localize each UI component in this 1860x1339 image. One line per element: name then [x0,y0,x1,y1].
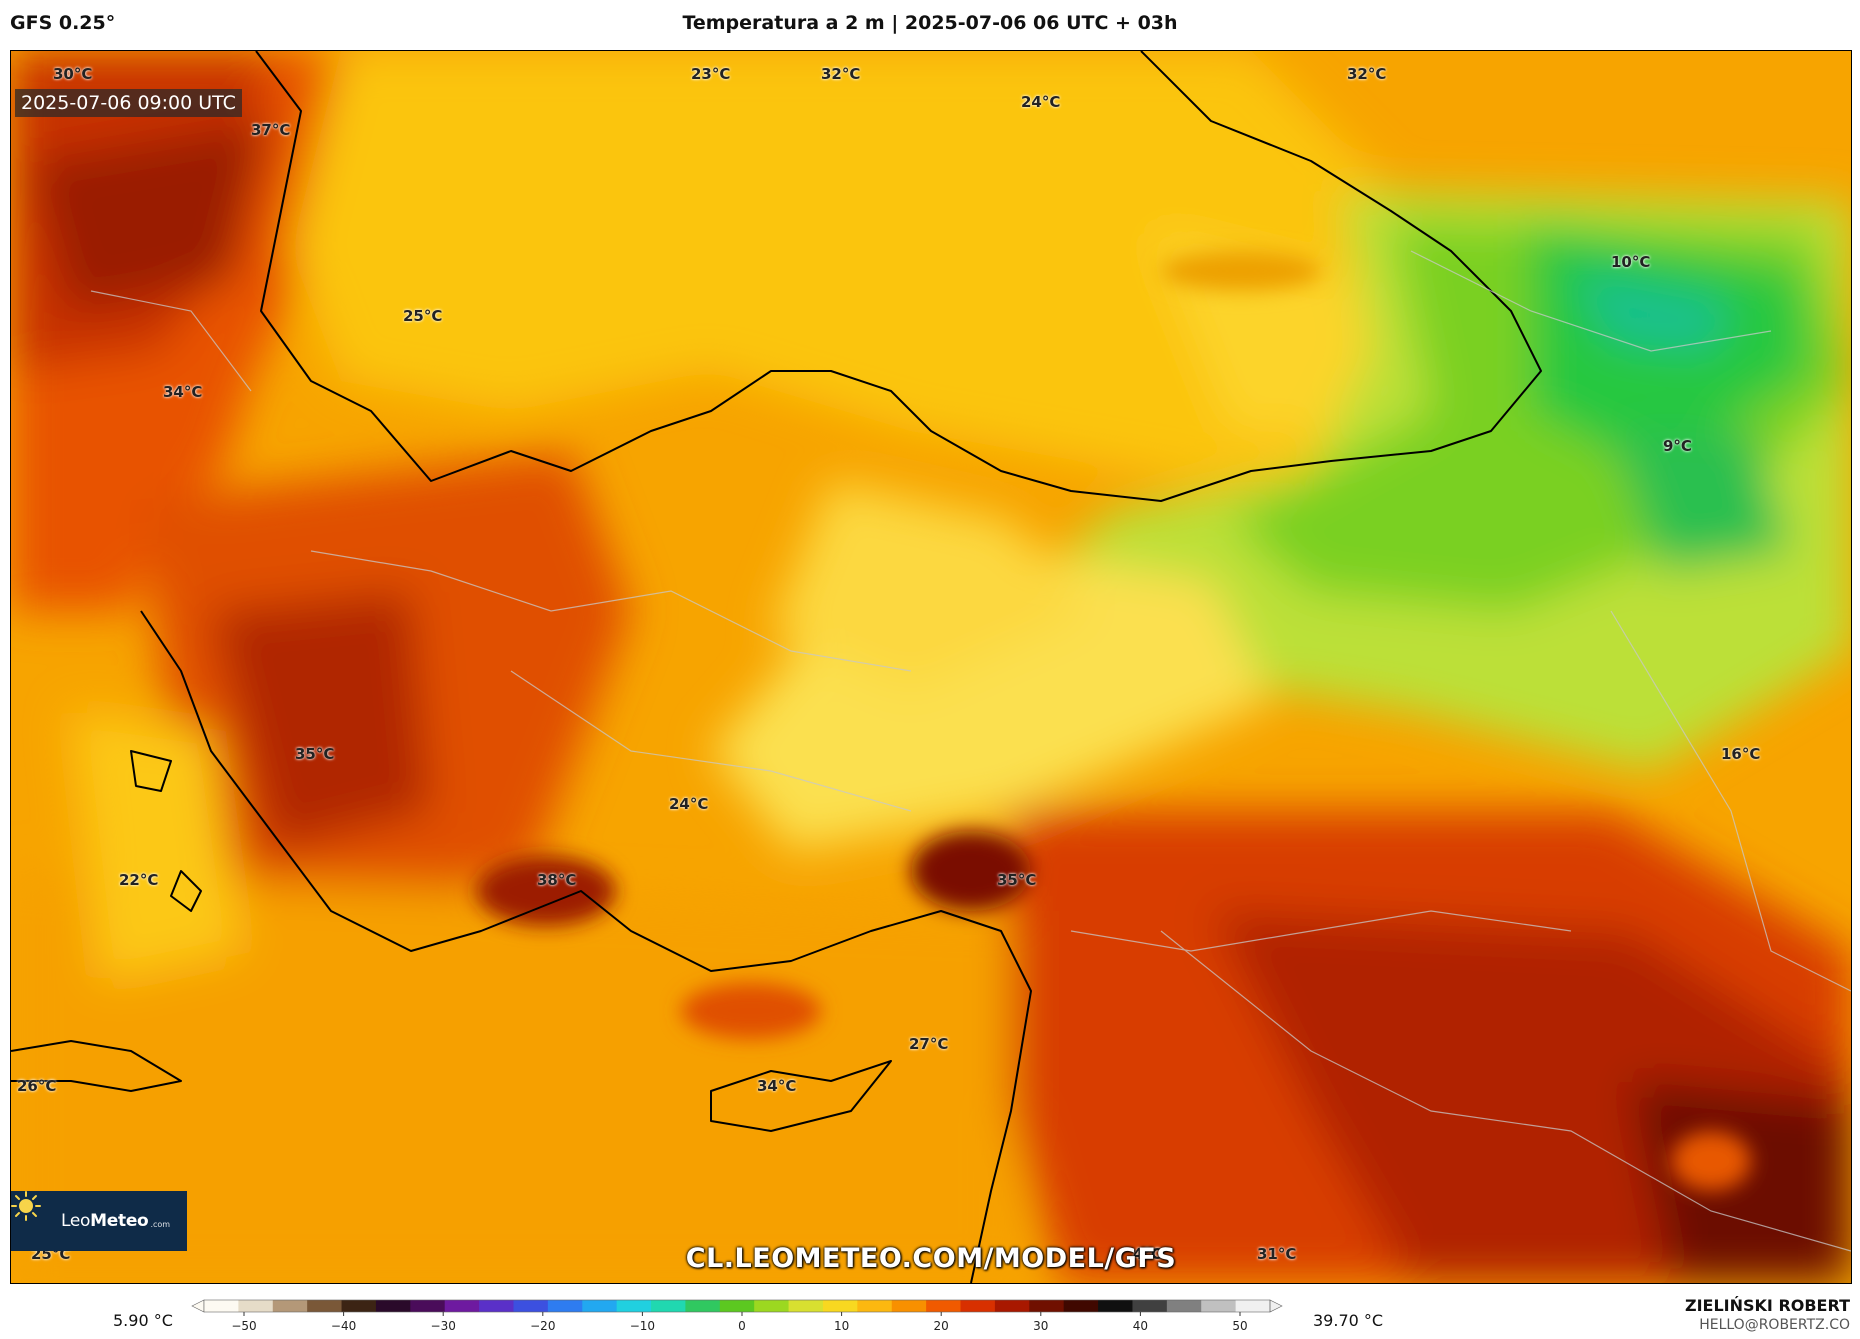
colorbar-segment [375,1300,411,1312]
colorbar-segment [891,1300,927,1312]
temp-label: 35°C [997,871,1037,889]
colorbar-segment [685,1300,721,1312]
temp-label: 31°C [1257,1245,1297,1263]
colorbar-segment [547,1300,583,1312]
logo-tld: .com [150,1219,171,1229]
valid-time-badge: 2025-07-06 09:00 UTC [15,89,242,117]
author-name: ZIELIŃSKI ROBERT [1684,1296,1850,1315]
colorbar-segment [926,1300,962,1312]
source-url: CL.LEOMETEO.COM/MODEL/GFS [685,1243,1177,1274]
colorbar-segment [341,1300,377,1312]
colorbar: −50 −40 −30 −20 −10 0 10 20 30 40 50 [191,1299,1283,1333]
colorbar-tick-label: 10 [834,1319,849,1333]
leometeo-logo[interactable]: LeoMeteo .com [11,1191,187,1251]
colorbar-tick-label: 0 [738,1319,746,1333]
colorbar-segment [444,1300,480,1312]
colorbar-segment [754,1300,790,1312]
temp-label: 23°C [691,65,731,83]
header: GFS 0.25° Temperatura a 2 m | 2025-07-06… [0,0,1860,50]
min-value-label: 5.90 °C [113,1311,173,1330]
colorbar-segment [582,1300,618,1312]
colorbar-tick-label: −50 [231,1319,256,1333]
temp-label: 35°C [295,745,335,763]
temp-label: 32°C [821,65,861,83]
temp-label: 9°C [1663,437,1692,455]
temperature-map[interactable]: 2025-07-06 09:00 UTC 30°C 37°C 23°C 32°C… [10,50,1852,1284]
temp-label: 34°C [163,383,203,401]
colorbar-segment [960,1300,996,1312]
temp-label: 25°C [403,307,443,325]
author-email: HELLO@ROBERTZ.CO [1699,1317,1850,1333]
footer: 5.90 °C −50 −40 −30 −20 −10 0 10 20 30 40 50 39.70… [0,1282,1860,1339]
colorbar-tick-label: 30 [1033,1319,1048,1333]
colorbar-segment [238,1300,274,1312]
temp-label: 24°C [669,795,709,813]
temp-label: 30°C [53,65,93,83]
temp-label: 16°C [1721,745,1761,763]
colorbar-segment [307,1300,343,1312]
colorbar-segment [513,1300,549,1312]
colorbar-segment [857,1300,893,1312]
colorbar-arrow-min [191,1299,205,1313]
colorbar-segment [479,1300,515,1312]
colorbar-tick-label: −20 [530,1319,555,1333]
colorbar-segment [204,1300,239,1312]
max-value-label: 39.70 °C [1313,1311,1384,1330]
colorbar-segment [719,1300,755,1312]
logo-text: LeoMeteo [61,1211,149,1231]
colorbar-segment [410,1300,446,1312]
temp-label: 34°C [757,1077,797,1095]
temp-label: 10°C [1611,253,1651,271]
colorbar-tick-label: −40 [331,1319,356,1333]
colorbar-segment [1063,1300,1099,1312]
model-name: GFS 0.25° [10,12,116,34]
temp-label: 38°C [537,871,577,889]
colorbar-segment [788,1300,824,1312]
temp-label: 32°C [1347,65,1387,83]
temp-label: 24°C [1021,93,1061,111]
temp-label: 26°C [17,1077,57,1095]
colorbar-tick-label: 20 [934,1319,949,1333]
colorbar-segment [1132,1300,1168,1312]
colorbar-segment [822,1300,858,1312]
colorbar-segment [616,1300,652,1312]
colorbar-segment [651,1300,687,1312]
colorbar-segment [994,1300,1030,1312]
colorbar-arrow-max [1269,1299,1283,1313]
temp-label: 27°C [909,1035,949,1053]
temp-label: 37°C [251,121,291,139]
temperature-field [11,51,1851,1283]
map-title: Temperatura a 2 m | 2025-07-06 06 UTC + … [682,12,1178,34]
colorbar-tick-label: −10 [630,1319,655,1333]
temp-label: 4°C [1133,1245,1162,1263]
colorbar-segment [1166,1300,1202,1312]
colorbar-segment [272,1300,308,1312]
colorbar-segment [1098,1300,1134,1312]
colorbar-segment [1235,1300,1271,1312]
colorbar-tick-label: −30 [431,1319,456,1333]
colorbar-segment [1029,1300,1065,1312]
colorbar-tick-label: 40 [1133,1319,1148,1333]
colorbar-segment [1201,1300,1237,1312]
colorbar-tick-label: 50 [1232,1319,1247,1333]
temp-label: 22°C [119,871,159,889]
sun-icon [11,1191,57,1236]
